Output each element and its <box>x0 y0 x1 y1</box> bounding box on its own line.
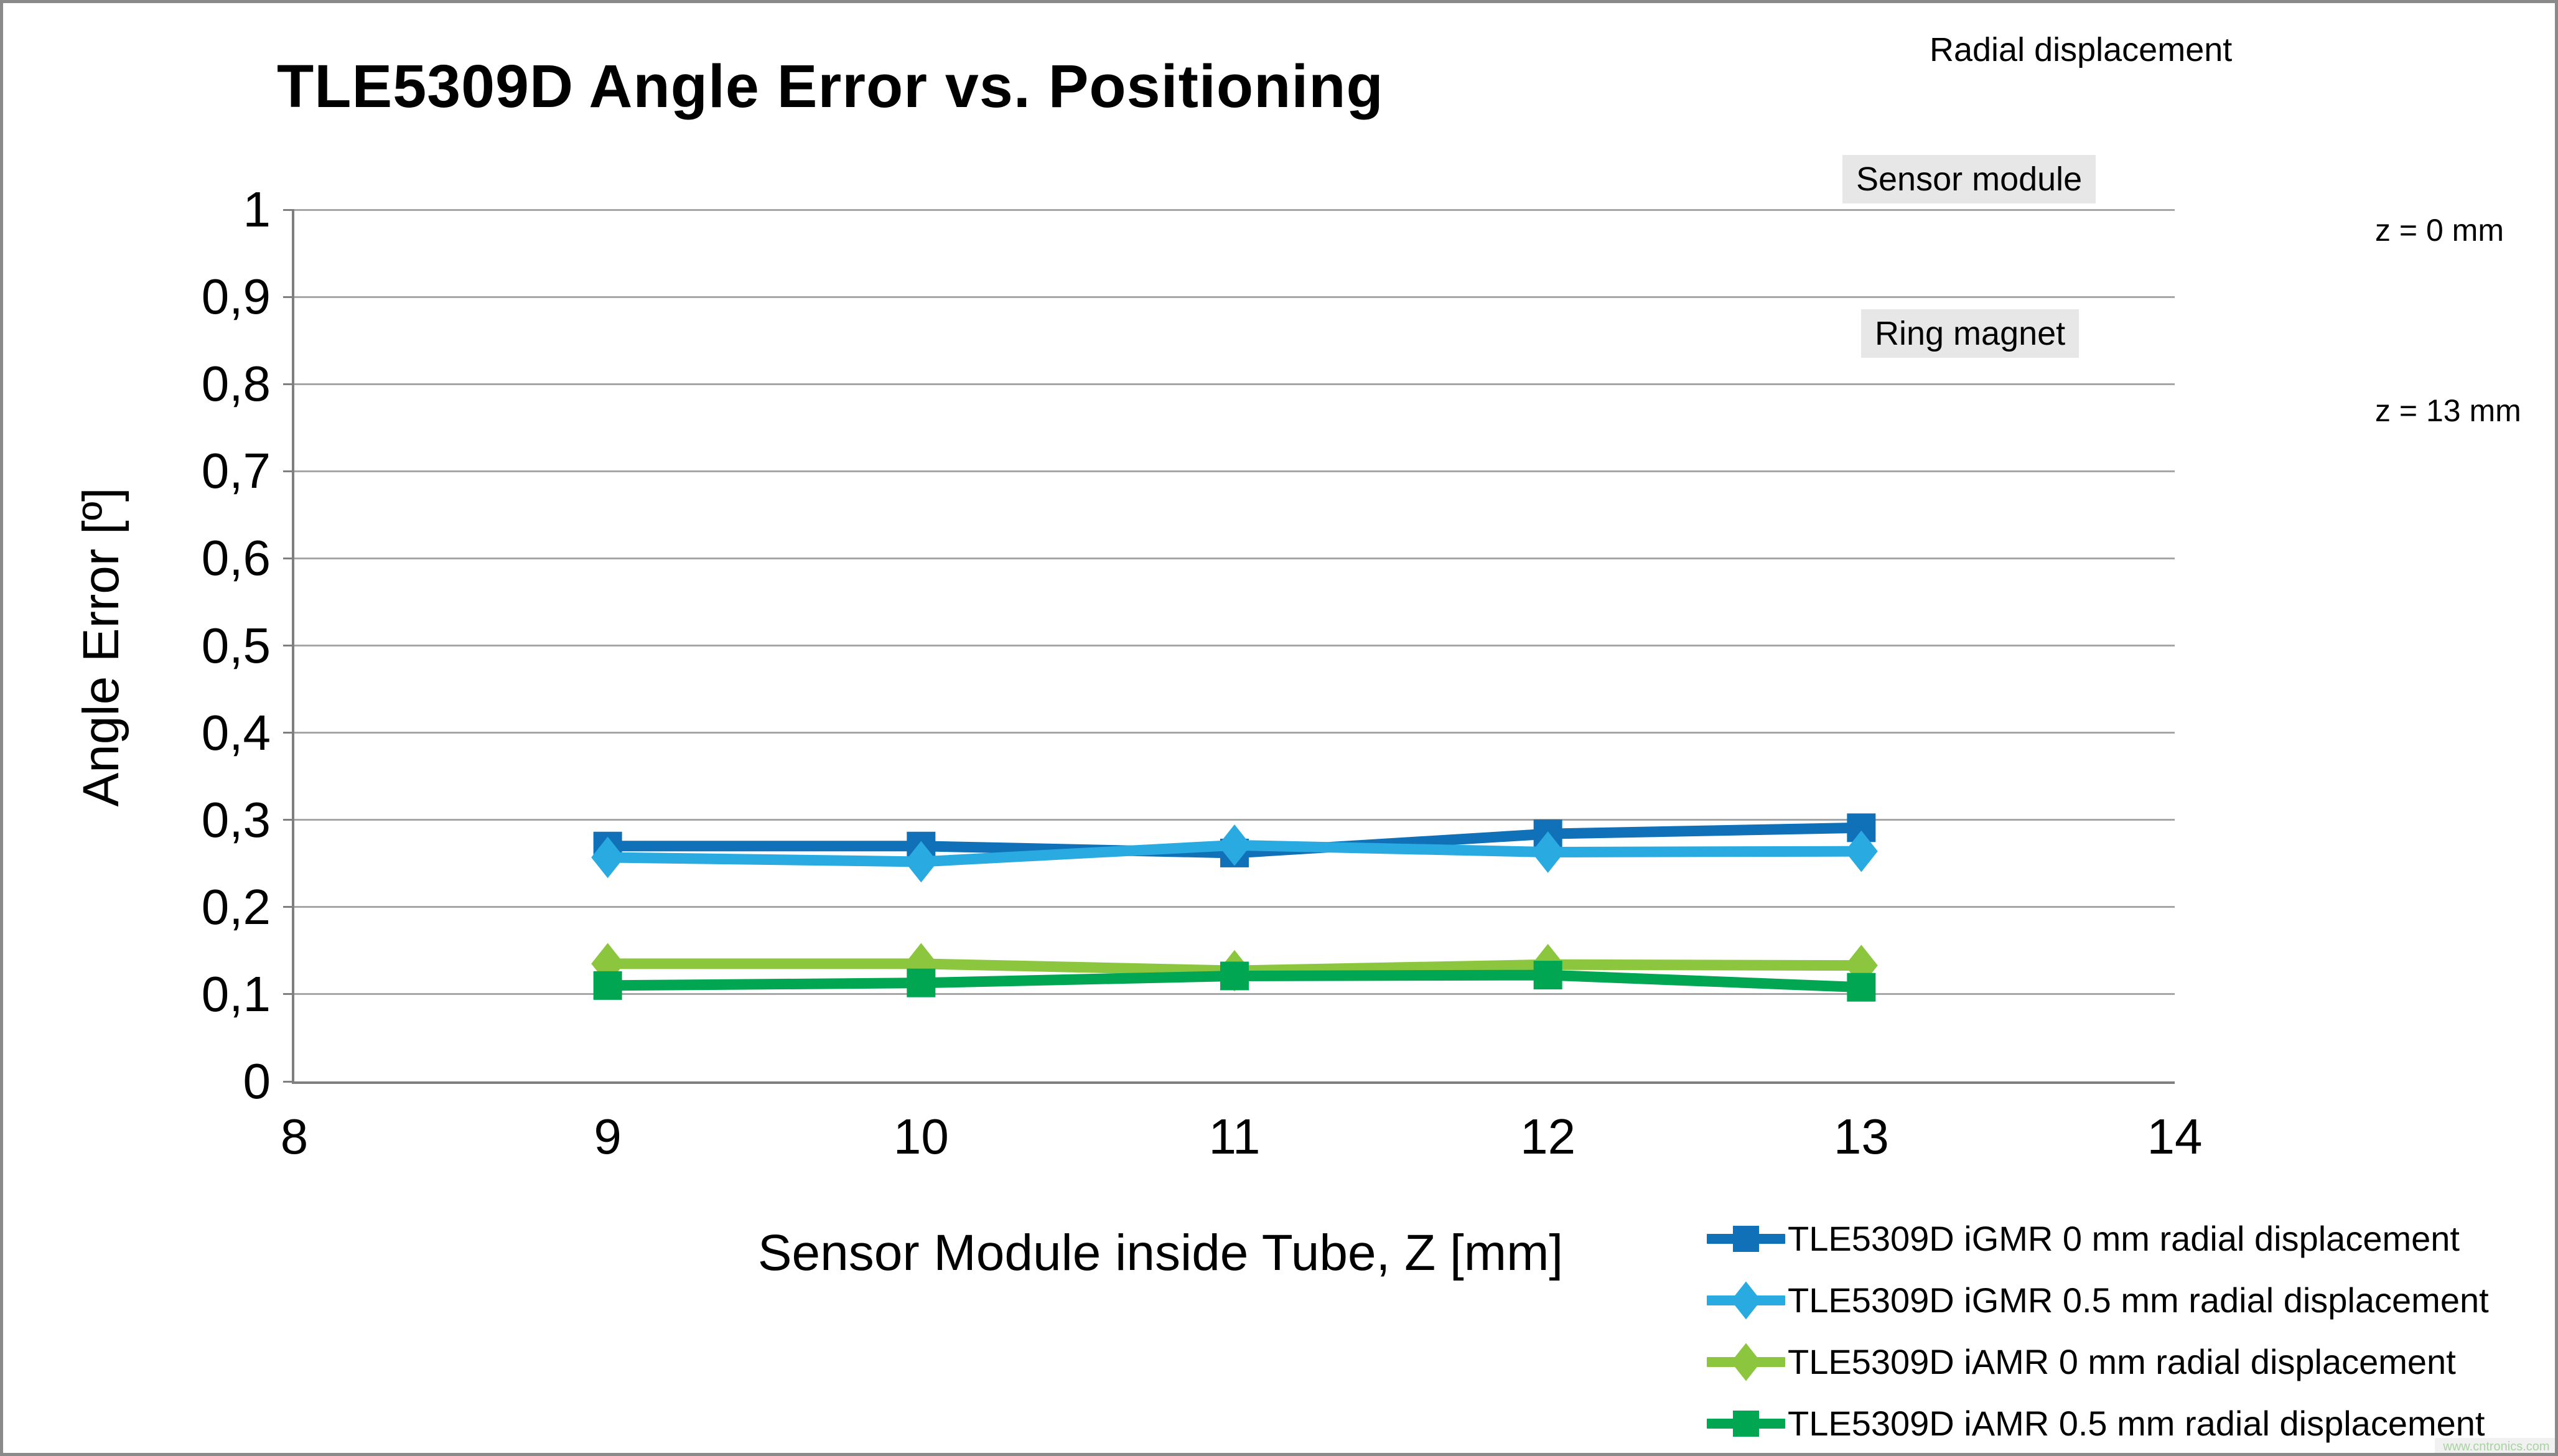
legend-swatch <box>1707 1410 1785 1437</box>
x-tick-label: 13 <box>1833 1109 1889 1164</box>
gridline-y-0,4 <box>294 732 2175 734</box>
z13-label: z = 13 mm <box>2375 393 2521 428</box>
legend-label: TLE5309D iGMR 0.5 mm radial displacement <box>1788 1281 2489 1320</box>
radial-displacement-label: Radial displacement <box>1930 31 2233 68</box>
y-tick <box>283 819 294 821</box>
legend-item-2: TLE5309D iGMR 0.5 mm radial displacement <box>1707 1269 2489 1331</box>
x-axis-line <box>292 1081 2175 1084</box>
y-tick <box>283 208 294 211</box>
x-tick-label: 10 <box>893 1109 949 1164</box>
x-tick-label: 11 <box>1208 1109 1261 1164</box>
legend-item-4: TLE5309D iAMR 0.5 mm radial displacement <box>1707 1393 2489 1453</box>
gridline-y-0,9 <box>294 296 2175 298</box>
legend-label: TLE5309D iGMR 0 mm radial displacement <box>1788 1219 2460 1258</box>
gridline-y-0,1 <box>294 993 2175 996</box>
data-point-marker <box>907 968 936 997</box>
y-tick-label: 0,6 <box>201 530 271 586</box>
y-tick-label: 0,7 <box>201 443 271 499</box>
x-tick-label: 8 <box>280 1109 309 1164</box>
watermark-text: www.cntronics.com <box>2443 1440 2550 1454</box>
y-tick <box>283 470 294 472</box>
sensor-module-label: Sensor module <box>1842 155 2096 203</box>
y-tick <box>283 645 294 646</box>
data-point-marker <box>904 943 938 985</box>
legend-label: TLE5309D iAMR 0.5 mm radial displacement <box>1788 1404 2485 1443</box>
y-tick <box>283 906 294 908</box>
x-tick-label: 9 <box>594 1109 622 1164</box>
gridline-y-0,2 <box>294 906 2175 908</box>
data-point-marker <box>1733 1225 1759 1252</box>
data-point-marker <box>904 841 938 883</box>
plot-area <box>294 208 2175 1081</box>
y-tick-label: 0,8 <box>201 356 271 412</box>
y-axis-line <box>292 210 294 1084</box>
chart-title: TLE5309D Angle Error vs. Positioning <box>277 52 1384 120</box>
y-tick <box>283 1080 294 1083</box>
positioning-diagram <box>1832 16 2558 551</box>
y-tick-label: 1 <box>243 182 271 237</box>
x-tick-label: 12 <box>1520 1109 1576 1164</box>
y-tick-label: 0,1 <box>201 966 271 1022</box>
y-tick-label: 0,9 <box>201 269 271 325</box>
y-tick <box>283 557 294 559</box>
x-tick-label: 14 <box>2147 1109 2203 1164</box>
data-point-marker <box>1730 1281 1762 1319</box>
gridline-y-0,3 <box>294 819 2175 821</box>
legend-item-1: TLE5309D iGMR 0 mm radial displacement <box>1707 1208 2489 1269</box>
gridline-y-0,5 <box>294 645 2175 646</box>
data-point-marker <box>1730 1343 1762 1381</box>
data-point-marker <box>1533 961 1562 990</box>
y-tick <box>283 296 294 298</box>
z0-label: z = 0 mm <box>2375 213 2504 248</box>
gridline-y-1 <box>294 208 2175 211</box>
y-tick-label: 0 <box>243 1053 271 1109</box>
y-tick <box>283 732 294 734</box>
legend-label: TLE5309D iAMR 0 mm radial displacement <box>1788 1342 2456 1381</box>
data-point-marker <box>1218 824 1251 866</box>
legend-swatch <box>1707 1225 1785 1252</box>
legend: TLE5309D iGMR 0 mm radial displacement TL… <box>1707 1208 2489 1453</box>
y-tick-label: 0,4 <box>201 704 271 760</box>
data-point-marker <box>1220 961 1249 991</box>
gridline-y-0,6 <box>294 557 2175 559</box>
y-tick-label: 0,2 <box>201 879 271 935</box>
data-point-marker <box>591 943 625 985</box>
y-tick-label: 0,5 <box>201 617 271 673</box>
y-tick <box>283 993 294 996</box>
data-point-marker <box>593 971 622 1000</box>
data-point-marker <box>1847 973 1876 1002</box>
legend-item-3: TLE5309D iAMR 0 mm radial displacement <box>1707 1331 2489 1393</box>
data-point-marker <box>1531 831 1565 873</box>
series-4 <box>593 961 1876 1002</box>
gridline-y-0,8 <box>294 383 2175 385</box>
gridline-y-0,7 <box>294 470 2175 472</box>
data-point-marker <box>591 836 625 879</box>
data-point-marker <box>1733 1410 1759 1437</box>
y-tick <box>283 383 294 385</box>
series-plot <box>591 813 1878 1002</box>
watermark-box: www.cntronics.com <box>2435 1438 2555 1454</box>
ring-magnet-label: Ring magnet <box>1861 309 2080 358</box>
y-tick-label: 0,3 <box>201 791 271 847</box>
x-axis-title: Sensor Module inside Tube, Z [mm] <box>757 1225 1564 1281</box>
legend-swatch <box>1707 1343 1785 1381</box>
legend-swatch <box>1707 1281 1785 1319</box>
